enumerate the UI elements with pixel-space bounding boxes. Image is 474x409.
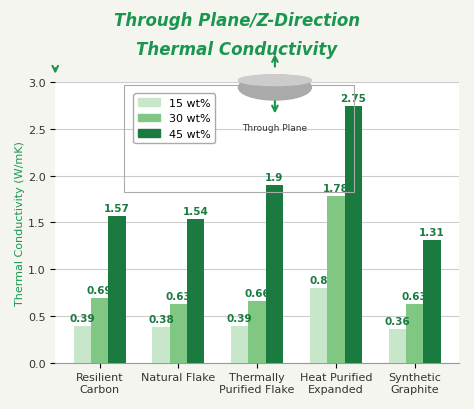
Ellipse shape: [238, 76, 311, 86]
Text: Through Plane/Z-Direction: Through Plane/Z-Direction: [114, 12, 360, 30]
Text: Through Plane: Through Plane: [242, 123, 308, 132]
Bar: [345, 106, 362, 363]
Text: 1.78: 1.78: [323, 184, 349, 194]
Text: 1.9: 1.9: [265, 173, 283, 183]
Bar: [389, 329, 406, 363]
Text: 0.69: 0.69: [87, 285, 112, 296]
Text: 1.54: 1.54: [183, 207, 209, 216]
Bar: [152, 327, 170, 363]
Text: 0.63: 0.63: [402, 291, 428, 301]
Bar: [423, 240, 441, 363]
Bar: [231, 326, 248, 363]
Legend: 15 wt%, 30 wt%, 45 wt%: 15 wt%, 30 wt%, 45 wt%: [134, 94, 215, 144]
Bar: [108, 216, 126, 363]
Bar: [310, 288, 327, 363]
Bar: [406, 304, 423, 363]
Text: 1.57: 1.57: [104, 204, 130, 213]
Bar: [187, 219, 204, 363]
Bar: [248, 301, 266, 363]
Bar: [73, 326, 91, 363]
Text: 0.36: 0.36: [384, 317, 410, 326]
Bar: [266, 186, 283, 363]
Text: 1.31: 1.31: [419, 228, 445, 238]
Bar: [91, 299, 108, 363]
Text: 0.8: 0.8: [310, 275, 328, 285]
Text: 0.66: 0.66: [244, 288, 270, 299]
Y-axis label: Thermal Conductivity (W/mK): Thermal Conductivity (W/mK): [15, 141, 25, 305]
Text: 0.39: 0.39: [227, 314, 253, 324]
Text: 0.39: 0.39: [70, 314, 95, 324]
Text: Thermal Conductivity: Thermal Conductivity: [137, 41, 337, 59]
Bar: [170, 304, 187, 363]
Text: 2.75: 2.75: [340, 94, 366, 103]
Text: 0.38: 0.38: [148, 315, 174, 325]
Bar: [327, 197, 345, 363]
Ellipse shape: [238, 76, 311, 101]
Text: 0.63: 0.63: [165, 291, 191, 301]
